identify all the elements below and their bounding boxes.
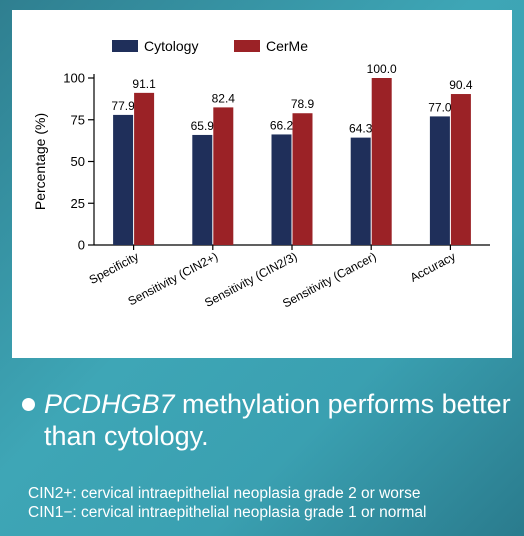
data-label-cytology-3: 64.3 xyxy=(349,122,373,136)
data-label-cerme-3: 100.0 xyxy=(367,62,397,76)
bar-cytology-1 xyxy=(192,134,213,245)
x-category-label: Accuracy xyxy=(408,249,458,285)
footnote-cin2plus: CIN2+: cervical intraepithelial neoplasi… xyxy=(28,485,421,502)
y-tick-label: 25 xyxy=(71,196,85,211)
bar-cerme-2 xyxy=(292,113,313,245)
y-axis-title: Percentage (%) xyxy=(32,113,48,210)
gene-name: PCDHGB7 xyxy=(44,389,175,419)
bar-cytology-2 xyxy=(271,134,292,245)
data-label-cytology-2: 66.2 xyxy=(270,118,294,132)
bullet-text: PCDHGB7 methylation performs better than… xyxy=(44,388,512,452)
data-label-cytology-0: 77.9 xyxy=(111,99,135,113)
bar-cerme-0 xyxy=(134,92,155,245)
bar-cerme-3 xyxy=(371,78,392,245)
bar-cytology-4 xyxy=(429,116,450,245)
footnote-cin1minus: CIN1−: cervical intraepithelial neoplasi… xyxy=(28,504,427,521)
bar-cytology-3 xyxy=(350,137,371,245)
bullet-rest: methylation performs better than cytolog… xyxy=(44,389,511,451)
data-label-cerme-2: 78.9 xyxy=(291,97,315,111)
chart-card: 0 25 50 75 100 Percentage (%) 77.9 91.1 Specific… xyxy=(12,10,512,358)
data-label-cerme-4: 90.4 xyxy=(449,78,473,92)
y-tick-label: 0 xyxy=(78,238,85,253)
legend-label-cerme: CerMe xyxy=(266,38,308,54)
data-label-cerme-0: 91.1 xyxy=(132,77,156,91)
x-category-label: Specificity xyxy=(87,249,141,287)
bar-cerme-1 xyxy=(213,107,234,245)
legend-swatch-cerme xyxy=(234,40,260,52)
footnotes: CIN2+: cervical intraepithelial neoplasi… xyxy=(28,484,518,522)
bar-cytology-0 xyxy=(113,114,134,245)
bar-cerme-4 xyxy=(450,94,471,245)
data-label-cytology-1: 65.9 xyxy=(191,119,215,133)
legend-label-cytology: Cytology xyxy=(144,38,198,54)
y-tick-label: 50 xyxy=(71,154,85,169)
y-tick-label: 75 xyxy=(71,112,85,127)
y-tick-label: 100 xyxy=(63,71,85,86)
bullet-dot-icon xyxy=(22,398,35,411)
bar-chart: 0 25 50 75 100 Percentage (%) 77.9 91.1 Specific… xyxy=(32,38,490,310)
data-label-cerme-1: 82.4 xyxy=(212,91,236,105)
legend-swatch-cytology xyxy=(112,40,138,52)
data-label-cytology-4: 77.0 xyxy=(428,100,452,114)
